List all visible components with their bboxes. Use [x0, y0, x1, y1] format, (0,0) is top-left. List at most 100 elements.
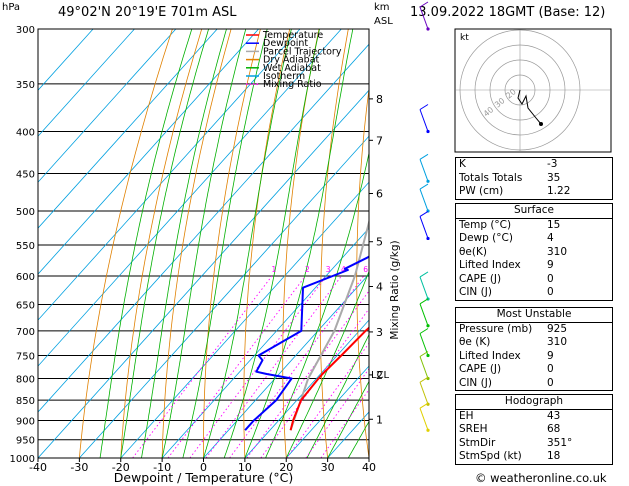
isotherm-line	[203, 273, 369, 458]
surface-label: θe(K)	[459, 245, 487, 258]
isotherm-line	[120, 181, 369, 458]
unstable-row: Lifted Index 9	[456, 350, 612, 364]
mixing-ratio-line	[189, 275, 327, 458]
wind-barb	[419, 159, 429, 182]
wind-barb	[419, 356, 429, 379]
legend-label: Wet Adiabat	[263, 63, 321, 74]
wind-barb	[419, 188, 429, 212]
copyright-text: © weatheronline.co.uk	[475, 471, 607, 485]
hodo-value: 43	[547, 409, 561, 422]
hodo-row: SREH 68	[456, 423, 612, 437]
wind-barb	[419, 216, 429, 239]
wind-barb	[419, 109, 429, 132]
lcl-label: LCL	[371, 370, 390, 381]
dry-adiabat-line	[79, 29, 173, 458]
mixing-ratio-label: 15	[415, 265, 425, 274]
legend-label: Dewpoint	[263, 38, 308, 49]
hodo-label: StmDir	[459, 436, 496, 449]
wind-barb-flag	[419, 298, 429, 305]
unit-hpa-label: hPa	[2, 2, 21, 13]
plot-frame	[37, 28, 370, 459]
unit-km-label: km	[374, 2, 390, 13]
mixing-ratio-label: 4	[341, 265, 346, 274]
pressure-tick-label: 550	[16, 241, 35, 252]
wet-adiabat-line	[161, 29, 247, 458]
unstable-row: CAPE (J) 0	[456, 363, 612, 377]
unstable-row: Pressure (mb) 925	[456, 323, 612, 337]
wind-barb-flag	[419, 1, 429, 8]
legend-label: Mixing Ratio	[263, 79, 322, 90]
indices-table: K -3 Totals Totals 35 PW (cm) 1.22	[455, 157, 613, 200]
pressure-tick-label: 450	[16, 169, 35, 180]
wind-barb-flag	[419, 271, 429, 278]
mixing-ratio-line	[305, 368, 369, 458]
wind-barb-base	[426, 129, 430, 134]
wind-barb	[419, 6, 429, 30]
unstable-value: 925	[547, 322, 568, 335]
wet-adiabat-line	[203, 29, 292, 458]
surface-row: CAPE (J) 0	[456, 273, 612, 287]
hodo-value: 68	[547, 423, 561, 435]
temperature-tick-label: 0	[200, 461, 207, 474]
km-tick-label: 5	[376, 236, 383, 249]
series-temperature	[289, 326, 369, 431]
isotherm-line	[285, 365, 369, 458]
wet-adiabat-line	[99, 29, 193, 458]
km-tick-label: 4	[376, 281, 383, 294]
surface-label: Temp (°C)	[459, 218, 512, 231]
surface-label: Lifted Index	[459, 259, 521, 271]
pressure-tick-label: 650	[16, 301, 35, 312]
wind-barb-base	[426, 428, 430, 432]
hodo-value: 18	[547, 450, 561, 462]
surface-row: Temp (°C) 15	[456, 219, 612, 233]
surface-value: 4	[547, 232, 554, 244]
index-label: Totals Totals	[459, 171, 523, 184]
pressure-tick-label: 300	[16, 25, 35, 36]
dry-adiabat-line	[120, 29, 203, 458]
index-row: PW (cm) 1.22	[456, 185, 612, 199]
pressure-tick-label: 750	[16, 351, 35, 362]
km-tick-label: 8	[376, 93, 383, 106]
location-title: 49°02'N 20°19'E 701m ASL	[58, 5, 237, 20]
surface-row: Lifted Index 9	[456, 259, 612, 273]
wet-adiabat-line	[327, 380, 369, 458]
mixing-ratio-label: 2	[305, 265, 310, 274]
wet-adiabat-line	[265, 151, 369, 458]
wind-barb-flag	[419, 104, 429, 110]
surface-label: CAPE (J)	[459, 272, 502, 285]
index-row: K -3	[456, 158, 612, 172]
wind-barb-flag	[419, 328, 429, 334]
legend-label: Temperature	[262, 30, 323, 41]
unstable-value: 9	[547, 349, 554, 362]
isotherm-line	[38, 43, 369, 413]
temperature-tick-label: 30	[321, 461, 335, 474]
surface-value: 15	[547, 218, 561, 231]
index-value: 35	[547, 171, 561, 184]
dry-adiabat-line	[243, 29, 291, 458]
km-tick-label: 3	[376, 326, 383, 339]
wind-barb	[419, 382, 429, 405]
unstable-label: CAPE (J)	[459, 363, 502, 375]
surface-value: 0	[547, 286, 554, 298]
hodograph-frame	[454, 28, 612, 153]
pressure-tick-label: 1000	[10, 454, 35, 465]
hodo-value: 351°	[547, 436, 573, 449]
hodograph-table-title: Hodograph	[456, 395, 612, 410]
wind-barb-flag	[419, 376, 429, 383]
hodo-label: EH	[459, 409, 474, 422]
series-dewpoint	[244, 255, 369, 431]
km-tick-label: 2	[376, 369, 383, 382]
pressure-tick-label: 850	[16, 396, 35, 407]
datetime-title: 13.09.2022 18GMT (Base: 12)	[410, 5, 606, 20]
km-tick-label: 7	[376, 134, 383, 147]
surface-label: Dewp (°C)	[459, 232, 513, 244]
isotherm-line	[38, 29, 94, 91]
surface-value: 9	[547, 259, 554, 271]
pressure-tick-label: 950	[16, 436, 35, 447]
wet-adiabat-line	[306, 333, 369, 458]
isotherm-line	[38, 29, 301, 321]
wind-barb-base	[426, 353, 430, 358]
hodograph-storm-marker	[539, 122, 543, 126]
x-axis-label: Dewpoint / Temperature (°C)	[114, 470, 293, 485]
km-tick-label: 1	[376, 413, 383, 426]
